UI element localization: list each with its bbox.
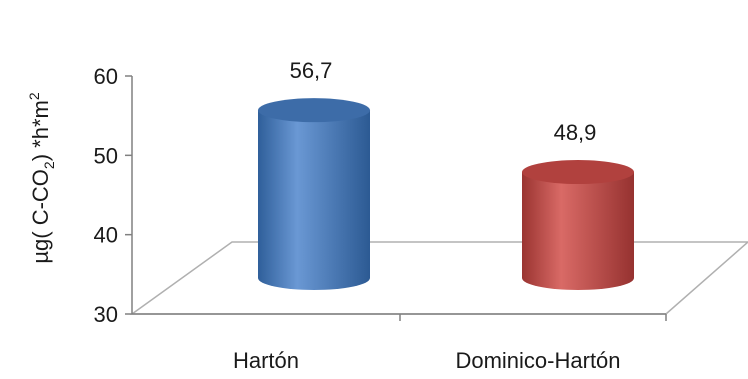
y-tick-label: 40 <box>94 223 118 248</box>
category-label-harton: Hartón <box>233 348 299 373</box>
bar-harton-top <box>258 98 370 123</box>
y-tick-40: 40 <box>94 223 132 248</box>
y-axis-label: µg( C-CO2) *h*m2 <box>26 92 57 264</box>
data-label-harton: 56,7 <box>290 58 333 83</box>
y-tick-30: 30 <box>94 302 132 327</box>
category-label-dominico-harton: Dominico-Hartón <box>455 348 620 373</box>
y-axis-label-mid: ) *h*m <box>28 100 53 161</box>
y-tick-label: 50 <box>94 143 118 168</box>
bar-harton-body <box>258 110 370 291</box>
bar-dominico-harton-body <box>522 172 634 290</box>
data-label-dominico-harton: 48,9 <box>554 120 597 145</box>
y-tick-60: 60 <box>94 64 132 89</box>
y-axis-label-superscript: 2 <box>26 92 42 100</box>
chart-floor <box>129 241 748 315</box>
y-tick-label: 30 <box>94 302 118 327</box>
y-axis-label-prefix: µg( C-CO <box>28 169 53 264</box>
bar-dominico-harton <box>522 160 634 290</box>
y-tick-label: 60 <box>94 64 118 89</box>
bar-harton <box>258 98 370 291</box>
y-axis-label-subscript: 2 <box>41 161 57 169</box>
y-tick-50: 50 <box>94 143 132 168</box>
bar-dominico-harton-top <box>522 160 634 185</box>
